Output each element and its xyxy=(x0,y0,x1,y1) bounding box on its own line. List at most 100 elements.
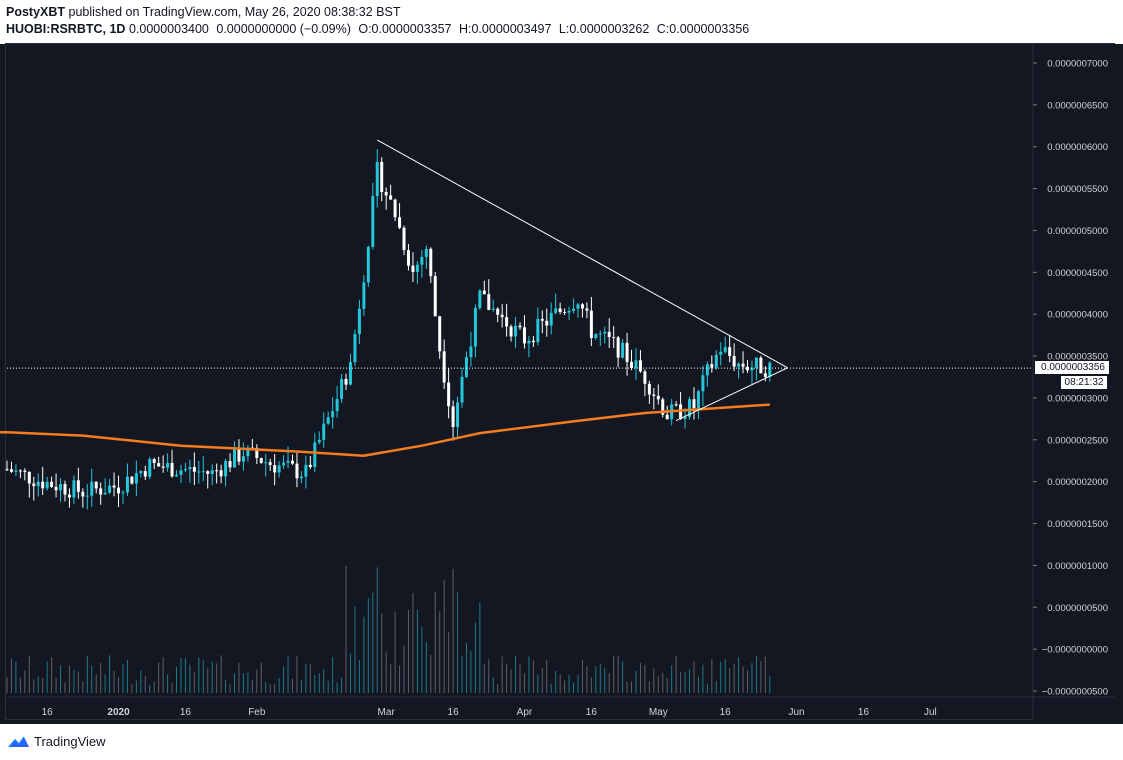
candle-body xyxy=(558,308,562,313)
candle-body xyxy=(99,488,103,495)
high-value: H:0.0000003497 xyxy=(458,22,552,36)
candle-body xyxy=(94,481,98,489)
candle-body xyxy=(406,250,410,266)
candle-body xyxy=(353,334,357,363)
candle-body xyxy=(340,378,344,399)
candle-body xyxy=(563,312,567,314)
candle-body xyxy=(175,474,179,477)
candle-body xyxy=(732,355,736,367)
price-tick-label: 0.0000001000 xyxy=(1047,561,1108,572)
candle-body xyxy=(148,459,152,477)
candle-body xyxy=(206,471,210,474)
symbol-label[interactable]: HUOBI:RSRBTC, 1D xyxy=(6,22,126,36)
candle-body xyxy=(201,471,205,473)
candle-body xyxy=(576,304,580,309)
candle-body xyxy=(429,248,433,277)
candle-body xyxy=(103,492,107,495)
candle-body xyxy=(23,470,27,472)
candle-body xyxy=(304,464,308,477)
price-tick-label: 0.0000005000 xyxy=(1047,226,1108,237)
candle-body xyxy=(741,363,745,367)
candle-body xyxy=(589,310,593,339)
candle-body xyxy=(754,357,758,368)
candle-body xyxy=(308,464,312,468)
candle-body xyxy=(380,161,384,192)
ohlc-line: HUOBI:RSRBTC, 1D 0.0000003400 0.00000000… xyxy=(6,22,753,36)
candle-body xyxy=(264,462,268,464)
candle-body xyxy=(179,470,183,475)
price-change: 0.0000000000 (−0.09%) xyxy=(216,22,351,36)
candle-body xyxy=(295,463,299,479)
moving-average-line xyxy=(0,403,770,457)
price-tick-label: 0.0000006500 xyxy=(1047,100,1108,111)
candle-body xyxy=(411,265,415,273)
candle-body xyxy=(152,459,156,464)
candle-body xyxy=(616,337,620,358)
price-tick-label: 0.0000004000 xyxy=(1047,310,1108,321)
candle-body xyxy=(161,466,165,468)
candle-body xyxy=(647,383,651,395)
candle-body xyxy=(491,308,495,310)
time-tick-label: 16 xyxy=(180,707,192,718)
candle-body xyxy=(625,342,629,362)
candle-body xyxy=(317,439,321,443)
time-tick-label: 2020 xyxy=(107,707,130,718)
candle-body xyxy=(375,161,379,197)
candle-body xyxy=(41,481,45,489)
time-tick-label: Apr xyxy=(517,707,533,718)
countdown-tag: 08:21:32 xyxy=(1061,376,1107,389)
chart-header: PostyXBT published on TradingView.com, M… xyxy=(0,0,1123,44)
candle-body xyxy=(166,462,170,468)
candle-body xyxy=(63,484,67,495)
candle-body xyxy=(763,373,767,377)
candle-body xyxy=(451,406,455,428)
price-tick-label: 0.0000003000 xyxy=(1047,393,1108,404)
time-tick-label: 16 xyxy=(448,707,460,718)
candle-body xyxy=(322,423,326,440)
author-name[interactable]: PostyXBT xyxy=(6,5,66,19)
candle-body xyxy=(424,248,428,257)
candle-body xyxy=(90,481,94,496)
candle-body xyxy=(630,361,634,369)
candle-body xyxy=(389,195,393,200)
candle-body xyxy=(540,318,544,321)
candle-body xyxy=(85,495,89,497)
candle-body xyxy=(14,470,18,472)
low-value: L:0.0000003262 xyxy=(558,22,650,36)
candle-body xyxy=(545,320,549,326)
candle-body xyxy=(32,483,36,487)
last-price: 0.0000003400 xyxy=(128,22,209,36)
price-tick-label: 0.0000002000 xyxy=(1047,477,1108,488)
candle-body xyxy=(121,492,125,494)
candle-body xyxy=(197,471,201,473)
price-chart[interactable]: 0.0000007000 0.0000006500 0.0000006000 0.00… xyxy=(0,0,1123,724)
candle-body xyxy=(371,196,375,247)
candle-body xyxy=(500,314,504,318)
candle-body xyxy=(487,294,491,310)
candle-body xyxy=(393,199,397,218)
time-tick-label: Mar xyxy=(378,707,396,718)
candle-body xyxy=(638,360,642,372)
candle-body xyxy=(652,394,656,396)
candle-body xyxy=(505,317,509,327)
candle-body xyxy=(241,456,245,462)
candle-body xyxy=(482,290,486,295)
price-tick-label: −0.0000000500 xyxy=(1042,687,1108,698)
candle-body xyxy=(746,366,750,371)
candle-body xyxy=(509,326,513,337)
price-tick-label: 0.0000007000 xyxy=(1047,59,1108,70)
candle-body xyxy=(469,346,473,358)
descending-trendline xyxy=(377,139,788,369)
candle-body xyxy=(768,362,772,377)
candle-body xyxy=(348,362,352,385)
candle-body xyxy=(72,480,76,498)
candle-body xyxy=(554,308,558,313)
candle-body xyxy=(728,347,732,356)
time-tick-label: May xyxy=(649,707,668,718)
candle-body xyxy=(384,191,388,196)
tradingview-logo[interactable]: TradingView xyxy=(8,734,106,749)
candle-body xyxy=(134,473,138,484)
candle-body xyxy=(108,485,112,493)
price-tick-label: −0.0000000000 xyxy=(1042,645,1108,656)
candle-body xyxy=(224,461,228,477)
